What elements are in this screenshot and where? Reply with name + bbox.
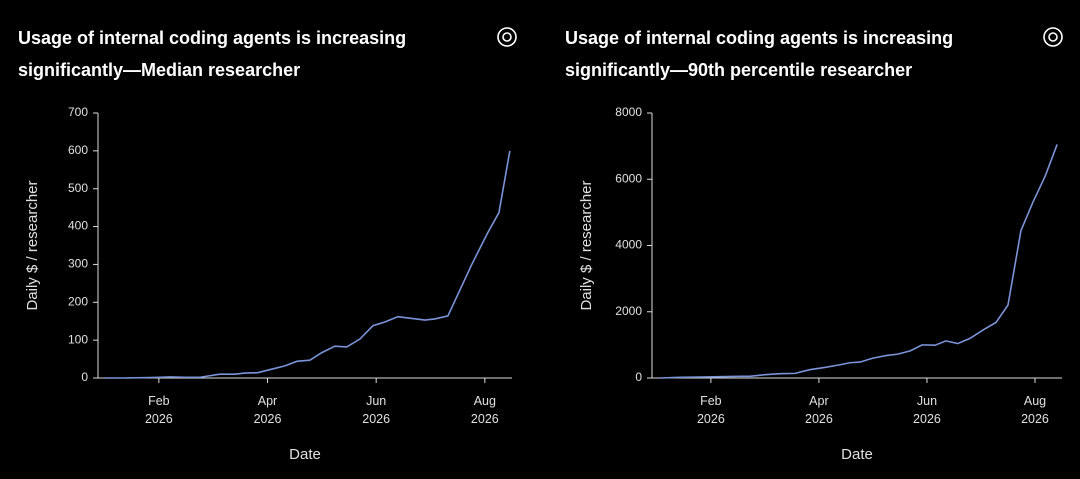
logo bbox=[497, 27, 1063, 47]
y-tick-label: 2000 bbox=[615, 304, 642, 318]
x-axis-label: Date bbox=[289, 446, 321, 463]
chart-title: Usage of internal coding agents is incre… bbox=[18, 28, 407, 80]
y-tick-label: 100 bbox=[68, 332, 88, 346]
x-axis-label: Date bbox=[841, 446, 873, 463]
x-tick-label: Jun 2026 bbox=[362, 394, 391, 426]
y-tick-label: 8000 bbox=[615, 105, 642, 119]
x-tick-label: Feb 2026 bbox=[144, 394, 173, 426]
x-tick-label: Feb 2026 bbox=[696, 394, 725, 426]
y-axis-label: Daily $ / researcher bbox=[578, 180, 595, 310]
y-tick-label: 600 bbox=[68, 143, 88, 157]
y-axis-label: Daily $ / researcher bbox=[24, 180, 41, 310]
chart-title: Usage of internal coding agents is incre… bbox=[565, 28, 954, 80]
y-tick-label: 0 bbox=[635, 370, 642, 384]
y-tick-label: 4000 bbox=[615, 238, 642, 252]
y-tick-label: 700 bbox=[68, 105, 88, 119]
data-line bbox=[105, 150, 511, 379]
y-tick-label: 400 bbox=[68, 219, 88, 233]
y-tick-label: 300 bbox=[68, 257, 88, 271]
x-tick-label: Apr 2026 bbox=[253, 394, 282, 426]
x-tick-label: Aug 2026 bbox=[470, 394, 499, 426]
x-tick-label: Jun 2026 bbox=[913, 394, 941, 426]
data-line bbox=[660, 144, 1058, 379]
x-tick-label: Apr 2026 bbox=[805, 394, 833, 426]
x-tick-label: Aug 2026 bbox=[1021, 394, 1049, 426]
y-tick-label: 0 bbox=[81, 370, 88, 384]
y-tick-label: 200 bbox=[68, 294, 88, 308]
y-tick-label: 6000 bbox=[615, 171, 642, 185]
y-tick-label: 500 bbox=[68, 181, 88, 195]
